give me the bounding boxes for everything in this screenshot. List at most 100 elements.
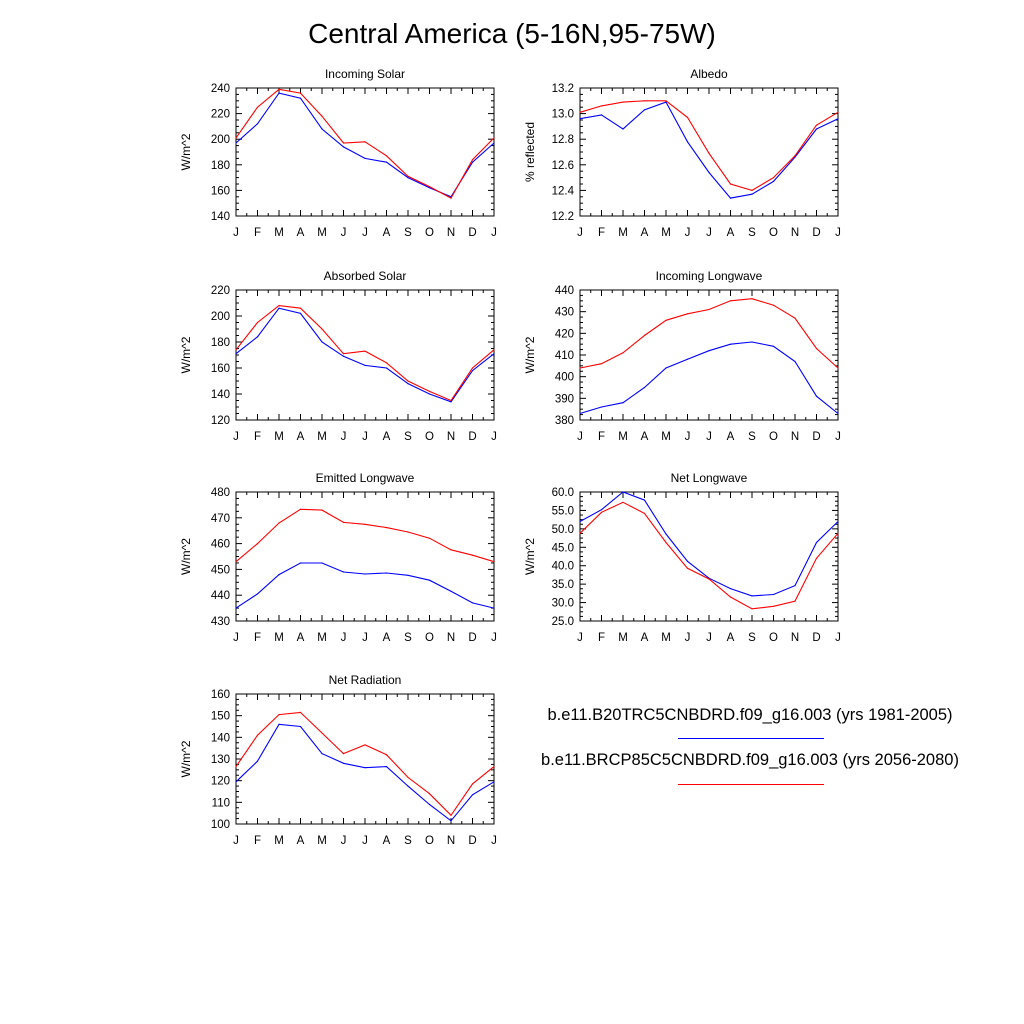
series-1 [235, 723, 495, 822]
series-1 [235, 92, 495, 198]
data-point [407, 177, 409, 179]
data-point [794, 155, 796, 157]
x-tick-label: S [748, 227, 756, 239]
y-tick-label: 100 [211, 819, 230, 831]
data-point [471, 554, 474, 556]
data-point [385, 572, 388, 574]
data-point [364, 523, 366, 525]
data-point [385, 362, 388, 364]
y-tick-label: 25.0 [552, 616, 574, 628]
data-point [235, 766, 237, 768]
x-tick-label: A [727, 227, 735, 239]
x-tick-label: D [812, 632, 820, 644]
data-point [321, 753, 323, 755]
data-point [665, 533, 667, 535]
data-point [428, 803, 431, 806]
plot-frame [235, 693, 495, 825]
data-point [471, 602, 474, 604]
x-tick-label: D [468, 632, 476, 644]
data-point [772, 593, 775, 596]
y-tick-label: 35.0 [552, 579, 574, 591]
data-point [278, 88, 280, 90]
data-point [794, 317, 796, 319]
x-tick-label: M [317, 431, 327, 443]
data-point [321, 328, 323, 330]
data-point [299, 725, 302, 728]
data-point [772, 304, 775, 306]
data-point [686, 358, 689, 360]
data-point [256, 593, 259, 595]
data-point [299, 92, 302, 94]
y-axis: 430 440 450 460 470 480 [211, 487, 494, 628]
x-tick-label: A [383, 632, 391, 644]
data-point [342, 146, 345, 148]
y-tick-label: 160 [211, 185, 230, 197]
data-point [772, 177, 775, 179]
data-point [751, 189, 753, 191]
x-tick-label: M [274, 431, 284, 443]
data-point [428, 579, 431, 581]
series-2 [579, 298, 839, 369]
data-point [278, 92, 280, 94]
data-point [385, 527, 388, 529]
panel-title: Incoming Longwave [656, 269, 763, 283]
y-tick-label: 110 [212, 797, 230, 809]
data-point [299, 562, 302, 564]
y-tick-label: 470 [211, 513, 230, 525]
data-point [342, 353, 345, 355]
data-point [471, 159, 474, 161]
x-tick-label: J [835, 431, 841, 443]
chart-panel-1: J F M A M J J A S O N D J140160180200220240Incoming … [179, 67, 497, 239]
series-line [235, 307, 495, 403]
data-point [579, 412, 581, 415]
data-point [729, 596, 732, 598]
x-tick-label: J [491, 227, 497, 239]
data-point [493, 142, 495, 144]
data-point [407, 383, 409, 385]
series-1 [235, 562, 495, 609]
data-point [643, 109, 646, 111]
x-tick-label: J [341, 431, 347, 443]
x-tick-label: A [297, 431, 305, 443]
data-point [385, 161, 388, 163]
data-point [815, 557, 818, 559]
x-tick-label: J [577, 431, 583, 443]
y-tick-label: 13.2 [552, 83, 574, 95]
series-2 [579, 501, 839, 610]
data-point [729, 343, 732, 345]
x-tick-label: F [254, 431, 261, 443]
x-tick-label: J [341, 227, 347, 239]
x-tick-label: D [812, 227, 820, 239]
data-point [364, 157, 366, 159]
data-point [407, 776, 409, 779]
data-point [450, 590, 452, 592]
page-title: Central America (5-16N,95-75W) [308, 18, 716, 49]
x-tick-label: A [383, 227, 391, 239]
x-tick-label: A [297, 835, 305, 847]
data-point [321, 562, 323, 564]
data-point [364, 141, 366, 143]
data-point [837, 532, 839, 534]
series-2 [235, 88, 495, 199]
y-tick-label: 12.8 [552, 134, 574, 146]
y-tick-label: 12.4 [552, 185, 575, 197]
data-point [837, 111, 839, 113]
data-point [837, 412, 839, 415]
x-tick-label: J [341, 835, 347, 847]
y-axis-label: W/m^2 [179, 538, 193, 575]
x-tick-label: J [362, 227, 368, 239]
x-tick-label: S [748, 431, 756, 443]
y-tick-label: 40.0 [552, 561, 574, 573]
legend-entry-1-label: b.e11.B20TRC5CNBDRD.f09_g16.003 (yrs 198… [547, 706, 953, 724]
y-tick-label: 130 [211, 754, 230, 766]
panel-title: Emitted Longwave [316, 471, 415, 485]
data-point [493, 349, 495, 351]
data-point [278, 307, 280, 309]
x-tick-label: O [425, 227, 434, 239]
y-tick-label: 420 [555, 328, 574, 340]
data-point [751, 298, 753, 300]
